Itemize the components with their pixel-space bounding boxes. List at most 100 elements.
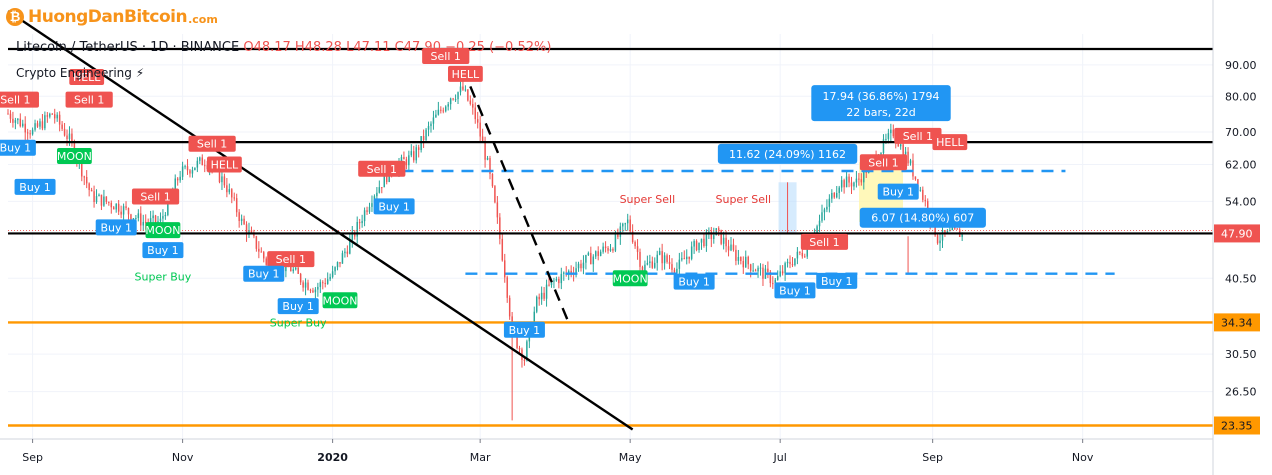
candle-body xyxy=(585,255,587,263)
candle-body xyxy=(897,141,899,147)
candle-body xyxy=(700,238,703,243)
candle-body xyxy=(683,258,686,260)
candle-body xyxy=(144,221,147,223)
signal-label: Sell 1 xyxy=(131,188,180,205)
candle-body xyxy=(184,166,186,168)
price-tag-text: 47.90 xyxy=(1221,227,1253,240)
signal-text: Buy 1 xyxy=(282,300,314,313)
candle-body xyxy=(336,261,339,268)
signal-box xyxy=(277,298,319,315)
measure-text: 11.62 (24.09%) 1162 xyxy=(729,148,846,161)
signal-label: MOON xyxy=(613,270,648,287)
candle-body xyxy=(599,251,602,256)
price-tag-bg xyxy=(1214,224,1260,243)
candle-body xyxy=(919,189,922,191)
candle-body xyxy=(29,133,31,135)
signal-label: Buy 1 xyxy=(816,272,858,289)
candle-body xyxy=(9,113,12,119)
symbol-title[interactable]: Litecoin / TetherUS · 1D · BINANCE xyxy=(16,40,240,55)
candle-body xyxy=(946,230,949,234)
candle-body xyxy=(533,311,536,330)
candle-body xyxy=(120,211,122,215)
candle-body xyxy=(53,114,56,119)
measure-bg xyxy=(811,85,951,122)
candle-body xyxy=(646,263,649,265)
signal-text: Buy 1 xyxy=(882,186,914,199)
candle-body xyxy=(887,133,890,139)
candle-body xyxy=(518,348,521,350)
signal-label: Buy 1 xyxy=(673,273,715,290)
candle-body xyxy=(516,334,518,349)
candle-body xyxy=(363,210,366,222)
candle-body xyxy=(794,258,796,266)
time-tick-label: Jul xyxy=(773,451,787,464)
candle-body xyxy=(346,251,349,254)
high-label: H xyxy=(294,40,305,55)
candle-body xyxy=(44,115,46,129)
candle-body xyxy=(201,157,204,166)
signal-box xyxy=(673,273,715,290)
indicator-name[interactable]: Crypto Engineering ⚡ xyxy=(16,66,145,80)
signal-label: HELL xyxy=(69,68,105,85)
price-tick-label: 80.00 xyxy=(1225,90,1257,103)
candle-body xyxy=(671,264,673,270)
price-tag-text: 34.34 xyxy=(1221,316,1253,329)
signal-label: Sell 1 xyxy=(800,233,849,250)
candle-body xyxy=(548,284,550,286)
candle-body xyxy=(113,207,115,210)
candle-body xyxy=(730,244,732,251)
candle-body xyxy=(504,260,506,278)
candle-body xyxy=(595,251,597,257)
signal-box xyxy=(0,139,36,156)
candle-body xyxy=(656,254,658,263)
candle-body xyxy=(344,251,346,254)
candle-body xyxy=(801,252,804,257)
candle-body xyxy=(137,213,140,218)
candle-body xyxy=(231,189,233,198)
candle-body xyxy=(427,126,430,130)
candle-body xyxy=(486,158,489,160)
candle-body xyxy=(125,206,127,209)
candle-body xyxy=(681,258,683,260)
candle-body xyxy=(494,186,496,203)
candle-body xyxy=(71,133,73,143)
candle-body xyxy=(196,160,199,168)
signal-box xyxy=(243,265,285,282)
signal-text: Super Buy xyxy=(135,270,192,283)
candle-body xyxy=(381,187,383,189)
candle-body xyxy=(641,266,644,272)
candle-body xyxy=(400,157,403,164)
candle-body xyxy=(472,104,474,108)
signal-box xyxy=(373,198,415,215)
candle-body xyxy=(506,277,508,298)
close-value: 47.90 xyxy=(403,40,441,55)
candle-body xyxy=(349,240,351,254)
candle-body xyxy=(961,233,963,238)
signal-box xyxy=(503,321,545,338)
signal-box xyxy=(267,251,315,268)
signal-text: Buy 1 xyxy=(378,200,410,213)
candle-body xyxy=(457,92,459,100)
candle-body xyxy=(105,196,108,202)
candle-body xyxy=(828,198,831,207)
candle-body xyxy=(7,113,9,115)
signal-label: HELL xyxy=(448,65,483,82)
signal-box xyxy=(207,156,242,173)
candle-body xyxy=(410,151,413,156)
signal-label: Sell 1 xyxy=(422,48,470,65)
logo-domain: .com xyxy=(188,13,218,26)
candle-body xyxy=(863,168,865,183)
time-axis: Sep Nov 2020 Mar May Jul Sep Nov xyxy=(0,438,1213,464)
candle-body xyxy=(693,241,695,247)
signal-text: Buy 1 xyxy=(821,275,853,288)
candle-body xyxy=(924,199,927,202)
candle-body xyxy=(49,113,51,117)
candle-body xyxy=(690,246,693,259)
candle-body xyxy=(545,284,548,299)
candle-body xyxy=(786,261,789,264)
signal-label: Buy 1 xyxy=(14,178,56,195)
signal-label: Sell 1 xyxy=(65,91,113,108)
candle-body xyxy=(563,272,565,274)
candle-body xyxy=(654,262,656,268)
